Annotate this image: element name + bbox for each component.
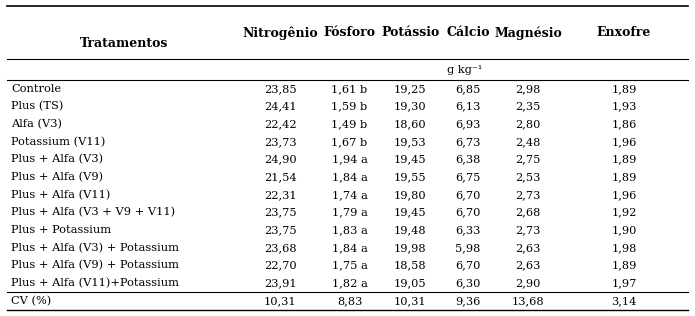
Text: 8,83: 8,83 [337,296,362,306]
Text: 21,54: 21,54 [264,172,297,182]
Text: 6,73: 6,73 [455,137,481,147]
Text: Enxofre: Enxofre [597,26,651,40]
Text: 10,31: 10,31 [394,296,427,306]
Text: 19,55: 19,55 [394,172,427,182]
Text: 2,80: 2,80 [515,119,541,129]
Text: 3,14: 3,14 [612,296,637,306]
Text: 6,30: 6,30 [455,278,481,288]
Text: 5,98: 5,98 [455,243,481,253]
Text: 24,41: 24,41 [264,101,297,112]
Text: 1,67 b: 1,67 b [332,137,368,147]
Text: 2,90: 2,90 [515,278,541,288]
Text: 1,89: 1,89 [612,260,637,270]
Text: 1,84 a: 1,84 a [332,172,368,182]
Text: 18,60: 18,60 [394,119,427,129]
Text: Plus + Alfa (V3): Plus + Alfa (V3) [11,155,103,165]
Text: Plus + Alfa (V11): Plus + Alfa (V11) [11,190,111,200]
Text: 19,45: 19,45 [394,208,427,217]
Text: 1,84 a: 1,84 a [332,243,368,253]
Text: 19,98: 19,98 [394,243,427,253]
Text: 2,73: 2,73 [515,225,541,235]
Text: 10,31: 10,31 [264,296,297,306]
Text: 1,93: 1,93 [612,101,637,112]
Text: CV (%): CV (%) [11,296,51,306]
Text: 1,79 a: 1,79 a [332,208,368,217]
Text: 1,92: 1,92 [612,208,637,217]
Text: 6,70: 6,70 [455,190,481,200]
Text: 2,35: 2,35 [515,101,541,112]
Text: 19,80: 19,80 [394,190,427,200]
Text: 2,53: 2,53 [515,172,541,182]
Text: 19,45: 19,45 [394,155,427,165]
Text: 23,68: 23,68 [264,243,297,253]
Text: 1,90: 1,90 [612,225,637,235]
Text: Potássio: Potássio [381,26,439,40]
Text: 6,13: 6,13 [455,101,481,112]
Text: 23,75: 23,75 [264,208,297,217]
Text: 23,91: 23,91 [264,278,297,288]
Text: 1,82 a: 1,82 a [332,278,368,288]
Text: 19,05: 19,05 [394,278,427,288]
Text: 22,31: 22,31 [264,190,297,200]
Text: 2,75: 2,75 [515,155,541,165]
Text: 2,73: 2,73 [515,190,541,200]
Text: Plus + Potassium: Plus + Potassium [11,225,111,235]
Text: 1,94 a: 1,94 a [332,155,368,165]
Text: 6,70: 6,70 [455,208,481,217]
Text: Nitrogênio: Nitrogênio [243,26,318,40]
Text: 1,75 a: 1,75 a [332,260,368,270]
Text: Plus (TS): Plus (TS) [11,101,63,112]
Text: 19,25: 19,25 [394,84,427,94]
Text: 1,61 b: 1,61 b [332,84,368,94]
Text: Controle: Controle [11,84,61,94]
Text: 22,42: 22,42 [264,119,297,129]
Text: 1,74 a: 1,74 a [332,190,368,200]
Text: 23,73: 23,73 [264,137,297,147]
Text: 2,68: 2,68 [515,208,541,217]
Text: Alfa (V3): Alfa (V3) [11,119,62,129]
Text: 1,96: 1,96 [612,137,637,147]
Text: 13,68: 13,68 [512,296,544,306]
Text: Fósforo: Fósforo [324,26,375,40]
Text: 23,75: 23,75 [264,225,297,235]
Text: 1,89: 1,89 [612,84,637,94]
Text: 1,83 a: 1,83 a [332,225,368,235]
Text: Plus + Alfa (V3 + V9 + V11): Plus + Alfa (V3 + V9 + V11) [11,207,175,218]
Text: 24,90: 24,90 [264,155,297,165]
Text: 2,63: 2,63 [515,243,541,253]
Text: 6,75: 6,75 [455,172,481,182]
Text: 18,58: 18,58 [394,260,427,270]
Text: 22,70: 22,70 [264,260,297,270]
Text: 23,85: 23,85 [264,84,297,94]
Text: Magnésio: Magnésio [494,26,562,40]
Text: 19,30: 19,30 [394,101,427,112]
Text: Plus + Alfa (V9): Plus + Alfa (V9) [11,172,103,182]
Text: 6,38: 6,38 [455,155,481,165]
Text: Plus + Alfa (V3) + Potassium: Plus + Alfa (V3) + Potassium [11,243,179,253]
Text: 19,53: 19,53 [394,137,427,147]
Text: 1,49 b: 1,49 b [332,119,368,129]
Text: Tratamentos: Tratamentos [80,37,169,50]
Text: 1,98: 1,98 [612,243,637,253]
Text: 6,33: 6,33 [455,225,481,235]
Text: 6,93: 6,93 [455,119,481,129]
Text: 1,96: 1,96 [612,190,637,200]
Text: 2,98: 2,98 [515,84,541,94]
Text: 1,86: 1,86 [612,119,637,129]
Text: g kg⁻¹: g kg⁻¹ [448,65,482,75]
Text: Potassium (V11): Potassium (V11) [11,137,106,147]
Text: 19,48: 19,48 [394,225,427,235]
Text: 1,59 b: 1,59 b [332,101,368,112]
Text: 9,36: 9,36 [455,296,481,306]
Text: 2,63: 2,63 [515,260,541,270]
Text: 1,89: 1,89 [612,172,637,182]
Text: Plus + Alfa (V9) + Potassium: Plus + Alfa (V9) + Potassium [11,260,179,271]
Text: 6,70: 6,70 [455,260,481,270]
Text: Cálcio: Cálcio [446,26,490,40]
Text: 2,48: 2,48 [515,137,541,147]
Text: 6,85: 6,85 [455,84,481,94]
Text: 1,97: 1,97 [612,278,637,288]
Text: 1,89: 1,89 [612,155,637,165]
Text: Plus + Alfa (V11)+Potassium: Plus + Alfa (V11)+Potassium [11,278,179,288]
